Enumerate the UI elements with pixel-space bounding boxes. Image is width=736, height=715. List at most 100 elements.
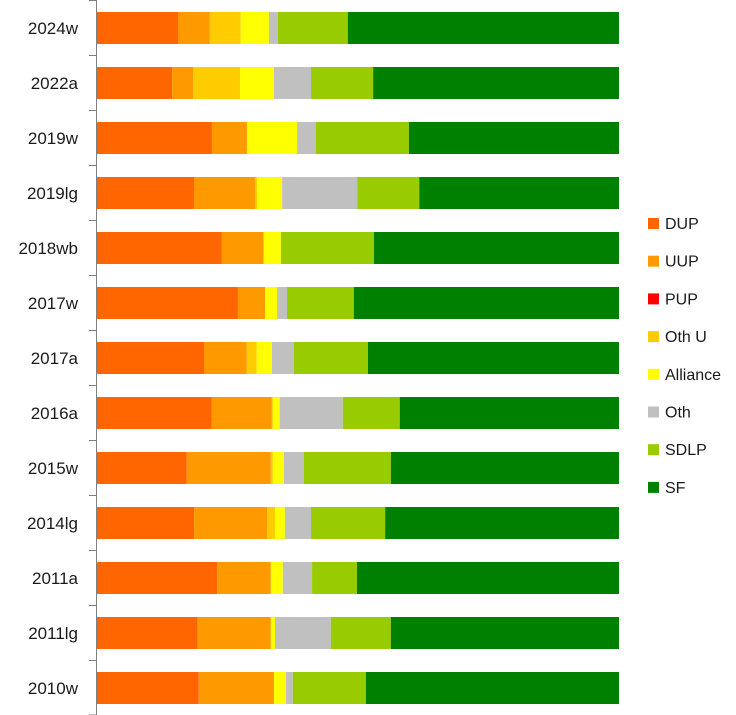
- bar-segment-oth-2024w: [268, 12, 278, 44]
- legend-swatch: [648, 481, 659, 493]
- bar-segment-oth-2011lg: [275, 617, 331, 649]
- legend-label: Oth: [665, 405, 691, 422]
- bar-segment-sf-2017w: [353, 287, 619, 319]
- bar-segment-sdlp-2015w: [303, 452, 391, 484]
- category-label: 2011a: [32, 569, 79, 588]
- category-axis: [89, 0, 97, 715]
- bar-segment-uup-2018wb: [221, 232, 264, 264]
- legend-swatch: [648, 293, 659, 305]
- category-label: 2024w: [28, 19, 79, 38]
- legend-label: SDLP: [665, 442, 707, 459]
- bar-segment-oth-u-2017a: [246, 342, 257, 374]
- bar-segment-oth-2016a: [279, 397, 343, 429]
- legend-label: PUP: [665, 291, 698, 308]
- bar-segment-sdlp-2010w: [292, 672, 366, 704]
- legend: DUP UUP PUP Oth U Alliance Oth SDLP SF: [648, 216, 721, 497]
- bar-segment-oth-2019w: [297, 122, 316, 154]
- bar-segment-oth-2011a: [282, 562, 313, 594]
- bar-segment-sdlp-2019w: [315, 122, 409, 154]
- bar-segment-sf-2024w: [347, 12, 619, 44]
- bar-segment-dup-2017w: [97, 287, 238, 319]
- legend-item-uup: UUP: [648, 254, 699, 271]
- bar-segment-oth-u-2024w: [209, 12, 241, 44]
- bar-segment-dup-2024w: [97, 12, 178, 44]
- category-label: 2010w: [28, 679, 79, 698]
- bar-segment-oth-u-2014lg: [267, 507, 275, 539]
- category-label: 2014lg: [27, 514, 78, 533]
- legend-swatch: [648, 406, 659, 418]
- bar-segment-dup-2011a: [97, 562, 218, 594]
- legend-swatch: [648, 218, 659, 229]
- bar-segment-oth-u-2022a: [193, 67, 241, 99]
- legend-swatch: [648, 444, 659, 456]
- category-label: 2017w: [28, 294, 79, 313]
- legend-item-oth-u: Oth U: [648, 329, 707, 346]
- legend-label: DUP: [665, 216, 699, 233]
- legend-swatch: [648, 331, 659, 343]
- bar-segment-sdlp-2017w: [287, 287, 354, 319]
- legend-item-sf: SF: [648, 480, 686, 497]
- bar-segment-alliance-2018wb: [263, 232, 281, 264]
- category-label: 2018wb: [18, 239, 78, 258]
- bar-segment-dup-2019w: [97, 122, 212, 154]
- bar-segment-uup-2010w: [198, 672, 274, 704]
- legend-swatch: [648, 368, 659, 380]
- bar-segment-uup-2016a: [211, 397, 272, 429]
- bar-segment-oth-2017w: [277, 287, 288, 319]
- category-labels: 2024w 2022a 2019w 2019lg 2018wb 2017w 2017a 201…: [18, 19, 78, 698]
- bar-segment-uup-2017a: [204, 342, 247, 374]
- category-label: 2017a: [31, 349, 79, 368]
- bar-segment-dup-2016a: [97, 397, 212, 429]
- legend-item-alliance: Alliance: [648, 367, 721, 384]
- legend-label: Alliance: [665, 367, 721, 384]
- bar-segment-sf-2010w: [365, 672, 619, 704]
- bar-segment-alliance-2017w: [265, 287, 278, 319]
- bar-segment-oth-2022a: [273, 67, 312, 99]
- bar-segment-sf-2015w: [390, 452, 619, 484]
- category-label: 2015w: [28, 459, 79, 478]
- bar-segment-oth-u-2015w: [270, 452, 273, 484]
- bar-segment-sf-2019lg: [419, 177, 619, 209]
- legend-swatch: [648, 255, 659, 267]
- bar-segment-uup-2019lg: [194, 177, 256, 209]
- bar-segment-dup-2015w: [97, 452, 187, 484]
- bar-segment-alliance-2014lg: [275, 507, 285, 539]
- bar-segment-oth-2010w: [285, 672, 293, 704]
- bar-segment-dup-2017a: [97, 342, 205, 374]
- legend-item-oth: Oth: [648, 405, 691, 422]
- bar-segment-alliance-2015w: [272, 452, 284, 484]
- bar-segment-sdlp-2011a: [312, 562, 357, 594]
- legend-label: Oth U: [665, 329, 707, 346]
- bar-segment-sdlp-2017a: [293, 342, 368, 374]
- category-label: 2022a: [31, 74, 79, 93]
- legend-item-dup: DUP: [648, 216, 699, 233]
- bar-segment-alliance-2011a: [270, 562, 283, 594]
- bar-segment-sf-2018wb: [373, 232, 619, 264]
- bar-segment-sf-2011lg: [390, 617, 619, 649]
- bar-segment-alliance-2017a: [256, 342, 272, 374]
- bar-segment-sf-2017a: [367, 342, 619, 374]
- legend-item-sdlp: SDLP: [648, 442, 707, 459]
- bar-segment-oth-2014lg: [284, 507, 312, 539]
- category-label: 2011lg: [28, 624, 78, 643]
- bar-segment-dup-2010w: [97, 672, 199, 704]
- bar-segment-sdlp-2019lg: [357, 177, 420, 209]
- bar-segment-dup-2019lg: [97, 177, 194, 209]
- bar-segment-dup-2022a: [97, 67, 173, 99]
- bar-segment-sf-2019w: [408, 122, 619, 154]
- bar-segment-alliance-2019w: [246, 122, 298, 154]
- bar-segment-uup-2011lg: [197, 617, 271, 649]
- bar-segment-sf-2022a: [373, 67, 619, 99]
- bar-segment-uup-2015w: [186, 452, 271, 484]
- legend-label: UUP: [665, 254, 699, 271]
- bar-segment-sdlp-2014lg: [311, 507, 386, 539]
- bar-segment-uup-2024w: [177, 12, 210, 44]
- bar-segment-alliance-2019lg: [257, 177, 283, 209]
- bar-segment-oth-2019lg: [282, 177, 358, 209]
- category-label: 2016a: [31, 404, 79, 423]
- category-label: 2019w: [28, 129, 79, 148]
- bar-segment-uup-2022a: [172, 67, 194, 99]
- bar-segment-sdlp-2024w: [277, 12, 348, 44]
- bar-segment-uup-2017w: [237, 287, 266, 319]
